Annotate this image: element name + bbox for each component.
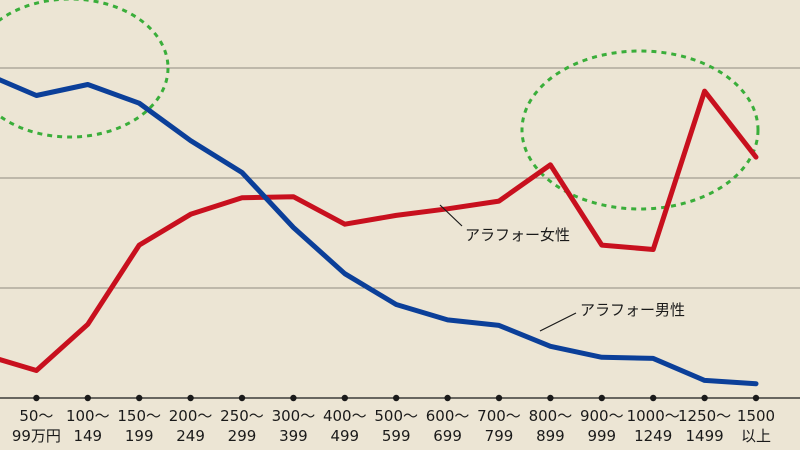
x-tick-label-12: 900〜 999 [580,407,624,445]
x-axis-dot-14 [701,394,708,402]
x-tick-label-7: 400〜 499 [323,407,367,445]
series-labels: アラフォー女性 アラフォー男性 [439,204,685,332]
series-label-female: アラフォー女性 [465,226,570,244]
x-tick-label-line1: 300〜 [272,407,316,425]
x-tick-label-line1: 700〜 [477,407,521,425]
x-tick-label-line1: 600〜 [426,407,470,425]
highlight-ellipse-left [0,0,170,139]
x-axis-dot-10 [495,394,503,402]
x-tick-label-line1: 50〜 [19,407,53,425]
x-tick-label-9: 600〜 699 [426,407,470,445]
x-tick-label-line2: 699 [433,427,462,445]
x-tick-label-line1: 1250〜 [678,407,731,425]
x-axis-dot-7 [341,394,348,402]
x-axis-dot-15 [752,394,760,402]
x-tick-label-line1: 900〜 [580,407,624,425]
x-tick-label-line1: 500〜 [374,407,418,425]
x-tick-label-line2: 1249 [634,427,672,445]
x-tick-label-line1: 100〜 [66,407,110,425]
x-axis-tick-labels: 円50〜99万円100〜149150〜199200〜249250〜299300〜… [12,407,775,445]
x-tick-label-line2: 99万円 [12,427,61,445]
x-tick-label-line2: 399 [279,427,308,445]
x-axis-dot-9 [444,394,451,402]
x-tick-label-11: 800〜 899 [529,407,573,445]
x-tick-label-line1: 200〜 [169,407,213,425]
x-tick-label-8: 500〜 599 [374,407,418,445]
x-tick-label-13: 1000〜 1249 [627,407,680,445]
x-tick-label-line2: 899 [536,427,565,445]
x-tick-label-line2: 799 [485,427,514,445]
x-tick-label-line2: 1499 [686,427,724,445]
x-tick-label-line2: 499 [330,427,359,445]
x-tick-label-15: 1500 以上 [737,407,775,445]
x-axis-dot-4 [187,394,194,402]
x-axis-dot-11 [547,394,554,402]
x-tick-label-14: 1250〜 1499 [678,407,731,445]
x-tick-label-line2: 199 [125,427,154,445]
x-axis-tick-dots [33,394,760,402]
x-tick-label-line2: 149 [73,427,102,445]
x-tick-label-line2: 599 [382,427,411,445]
highlight-ellipse-right [520,49,760,211]
highlight-ellipses [0,0,760,211]
series-line-1 [0,77,759,387]
gridlines [0,67,800,289]
x-tick-label-line1: 250〜 [220,407,264,425]
x-axis-dot-2 [84,394,92,402]
series-label-male: アラフォー男性 [580,301,685,319]
x-tick-label-2: 100〜 149 [66,407,110,445]
x-axis-dot-1 [33,394,40,402]
x-tick-label-line1: 150〜 [117,407,161,425]
x-tick-label-10: 700〜 799 [477,407,521,445]
x-axis-dot-3 [136,394,143,402]
x-tick-label-line2: 249 [176,427,205,445]
x-tick-label-1: 50〜 99万円 [12,407,61,445]
x-tick-label-6: 300〜 399 [272,407,316,445]
series-label-leader-male [539,312,577,332]
x-tick-label-line1: 1000〜 [627,407,680,425]
x-axis-dot-5 [238,394,246,402]
x-axis-dot-13 [650,394,657,402]
x-tick-label-line2: 299 [228,427,257,445]
x-tick-label-line2: 以上 [741,427,771,445]
x-axis-dot-6 [290,394,297,402]
series-line-0 [0,88,759,373]
x-tick-label-4: 200〜 249 [169,407,213,445]
series-lines [0,77,759,387]
series-label-leader-female [439,204,463,227]
x-tick-label-line1: 1500 [737,407,775,425]
x-tick-label-line2: 999 [587,427,616,445]
x-tick-label-line1: 400〜 [323,407,367,425]
x-axis-dot-12 [598,394,605,402]
x-tick-label-3: 150〜 199 [117,407,161,445]
x-tick-label-line1: 800〜 [529,407,573,425]
x-axis-dot-8 [393,394,400,402]
x-tick-label-5: 250〜 299 [220,407,264,445]
